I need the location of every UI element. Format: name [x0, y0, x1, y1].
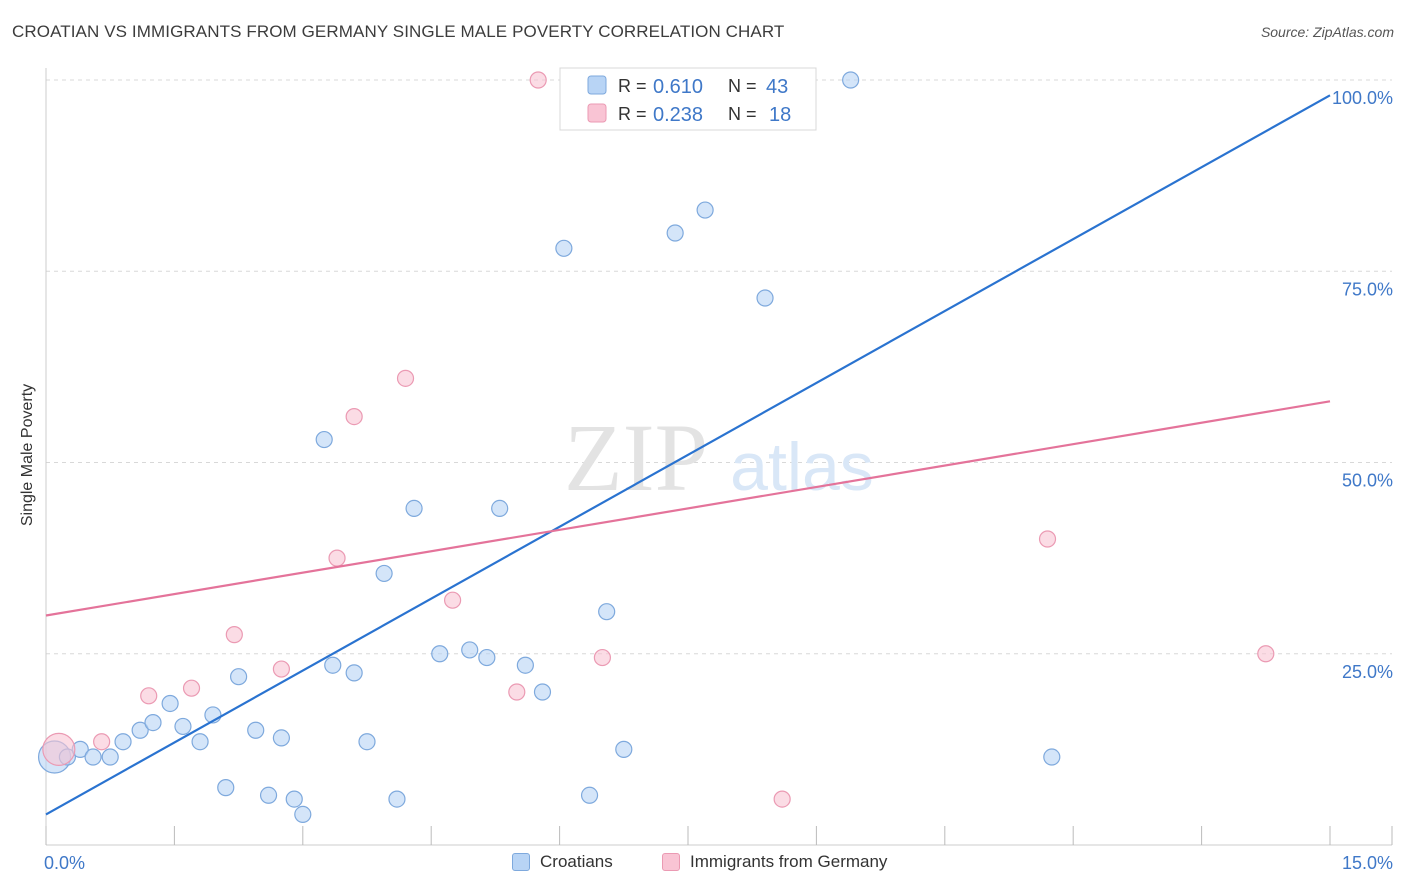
data-point — [182, 679, 201, 697]
data-point — [375, 564, 393, 583]
x-tick-label: 15.0% — [1342, 853, 1393, 873]
data-point — [144, 713, 162, 732]
data-point — [131, 721, 149, 739]
tick-labels: 25.0% 50.0% 75.0% 100.0% 0.0% 15.0% — [44, 88, 1393, 873]
x-tick-label: 0.0% — [44, 853, 85, 873]
y-tick-label: 75.0% — [1342, 279, 1393, 299]
data-point — [285, 790, 303, 808]
data-point — [405, 499, 423, 517]
data-point — [529, 71, 547, 89]
y-tick-label: 50.0% — [1342, 471, 1393, 491]
trend-lines — [45, 94, 1331, 816]
data-point — [230, 668, 248, 686]
data-point — [272, 660, 290, 678]
chart-title: CROATIAN VS IMMIGRANTS FROM GERMANY SING… — [12, 22, 785, 41]
data-point — [324, 656, 342, 674]
data-point — [773, 790, 791, 808]
legend-swatch-immigrants — [662, 853, 680, 871]
data-point — [358, 733, 376, 751]
data-point — [666, 224, 684, 242]
data-point — [328, 549, 346, 567]
legend-r-value: 0.610 — [653, 76, 703, 98]
legend-bottom: Croatians Immigrants from Germany — [0, 852, 1406, 878]
legend-n-value: 43 — [766, 76, 788, 98]
legend-item-croatians: Croatians — [512, 852, 613, 872]
data-point — [508, 683, 526, 701]
gridlines — [46, 79, 1392, 655]
legend-swatch-croatians — [512, 853, 530, 871]
series-croatians — [37, 71, 1061, 824]
data-point — [555, 239, 573, 257]
data-point — [315, 430, 333, 449]
data-point — [444, 591, 462, 609]
legend-r-value: 0.238 — [653, 104, 703, 126]
axes — [45, 68, 1393, 846]
legend-top: R = 0.610 N = 43 R = 0.238 N = 18 — [559, 67, 817, 131]
data-point — [593, 648, 612, 667]
source-label: Source: ZipAtlas.com — [1260, 24, 1394, 40]
data-point — [756, 289, 774, 307]
legend-label-immigrants: Immigrants from Germany — [690, 852, 888, 871]
data-point — [345, 664, 363, 682]
data-point — [140, 687, 158, 705]
data-point — [1043, 748, 1061, 766]
data-point — [1257, 645, 1275, 663]
legend-item-immigrants: Immigrants from Germany — [662, 852, 887, 872]
y-tick-label: 100.0% — [1332, 88, 1393, 108]
trend-line — [45, 94, 1331, 816]
legend-r-label: R = — [618, 76, 647, 96]
data-point — [84, 748, 102, 766]
data-point — [191, 733, 209, 751]
watermark-zip: ZIP — [564, 404, 708, 511]
data-point — [491, 499, 509, 517]
legend-r-label: R = — [618, 104, 647, 124]
data-point — [396, 369, 415, 387]
data-point — [259, 786, 278, 804]
data-point — [294, 805, 312, 824]
watermark-atlas: atlas — [730, 429, 874, 505]
data-point — [217, 779, 235, 797]
data-point — [174, 717, 192, 736]
legend-swatch-immigrants — [587, 103, 607, 123]
data-point — [1038, 530, 1057, 548]
data-point — [533, 683, 552, 701]
data-point — [615, 740, 633, 758]
data-point — [93, 733, 111, 751]
data-point — [272, 729, 290, 747]
data-point — [345, 408, 363, 426]
data-point — [161, 694, 179, 713]
data-point — [247, 721, 265, 739]
data-point — [225, 626, 243, 644]
data-point — [101, 748, 119, 766]
data-point — [114, 733, 132, 751]
data-point — [431, 645, 449, 663]
data-point — [598, 603, 616, 621]
data-point — [842, 71, 860, 89]
y-tick-label: 25.0% — [1342, 662, 1393, 682]
data-point — [516, 656, 534, 674]
data-point — [696, 201, 714, 219]
legend-n-value: 18 — [769, 104, 791, 126]
data-point — [388, 790, 406, 808]
data-point — [580, 786, 599, 804]
trend-line — [45, 400, 1331, 617]
legend-n-label: N = — [728, 104, 757, 124]
data-point — [42, 732, 76, 766]
data-point — [461, 641, 479, 659]
legend-n-label: N = — [728, 76, 757, 96]
legend-swatch-croatians — [587, 75, 607, 95]
data-point — [478, 648, 496, 667]
legend-label-croatians: Croatians — [540, 852, 613, 871]
